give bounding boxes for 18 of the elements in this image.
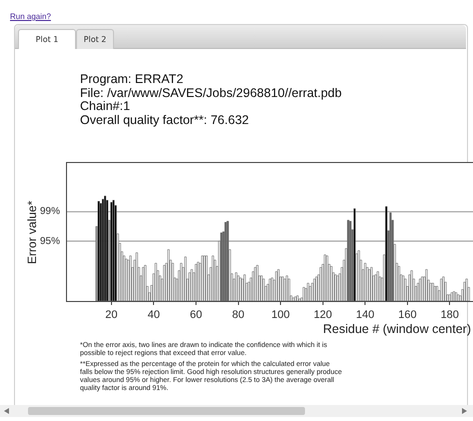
y-axis-title: Error value* — [25, 200, 40, 264]
chart-subtitle: File: /var/www/SAVES/Jobs/2968810//errat.pdb Chain#:1 Overall quality factor**: 76.632 — [80, 86, 342, 126]
chart-title: Program: ERRAT2 — [80, 72, 184, 86]
x-tick-label: 40 — [148, 309, 160, 322]
x-tick-label: 160 — [398, 309, 417, 322]
text: 99% — [40, 206, 60, 217]
x-tick-label: 180 — [440, 309, 459, 322]
text: Plot 1 — [18, 29, 76, 49]
x-tick-label: 120 — [314, 309, 332, 322]
text: Run again? — [10, 12, 51, 21]
text: Plot 2 — [76, 29, 114, 49]
x-tick-label: 60 — [190, 309, 202, 322]
x-axis-title: Residue # (window center) — [323, 322, 471, 336]
text: 95% — [40, 236, 60, 247]
x-tick-label: 140 — [356, 309, 374, 322]
x-tick-label: 20 — [105, 309, 118, 322]
x-tick-label: 80 — [232, 309, 244, 322]
x-tick-label: 100 — [271, 309, 290, 322]
